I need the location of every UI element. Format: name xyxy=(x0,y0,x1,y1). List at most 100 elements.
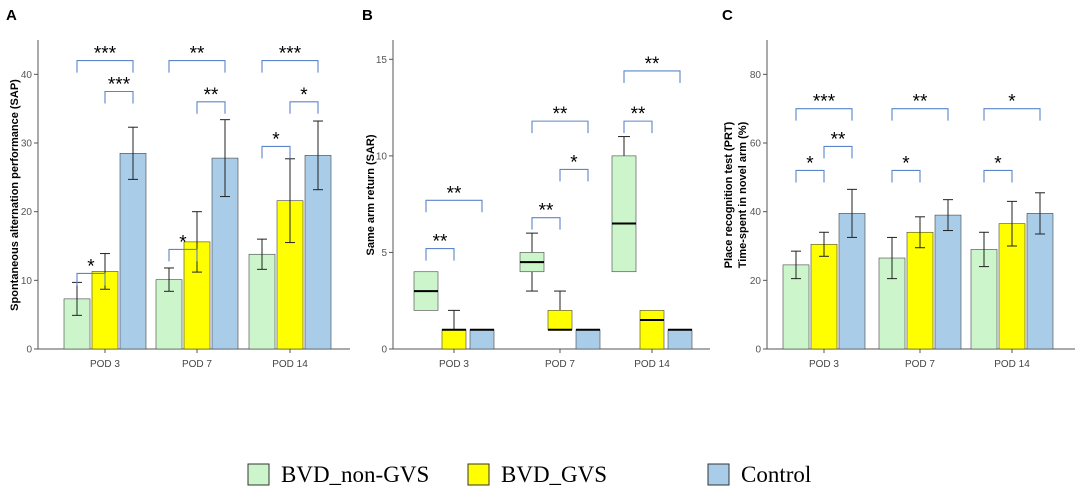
significance-bracket xyxy=(983,169,1013,183)
y-tick-label: 40 xyxy=(21,70,33,81)
significance-label: * xyxy=(300,85,308,106)
bar xyxy=(248,253,276,350)
legend: BVD_non-GVS BVD_GVS Control xyxy=(247,462,811,487)
y-axis-label: Spontaneous alternation performance (SAP… xyxy=(9,79,21,311)
box xyxy=(469,329,495,350)
significance-bracket xyxy=(425,248,455,261)
significance-bracket xyxy=(891,108,949,121)
y-tick-label: 60 xyxy=(750,139,762,150)
bar xyxy=(810,243,838,350)
significance-bracket xyxy=(104,90,134,104)
y-tick-label: 30 xyxy=(21,139,33,150)
significance-bracket xyxy=(983,108,1041,121)
significance-bracket xyxy=(425,199,483,213)
significance-bracket xyxy=(823,145,853,159)
legend-label: BVD_non-GVS xyxy=(281,462,429,487)
significance-label: ** xyxy=(831,129,846,150)
significance-label: * xyxy=(570,152,578,173)
significance-label: * xyxy=(87,256,95,277)
y-tick-label: 10 xyxy=(376,151,388,162)
significance-bracket xyxy=(559,168,589,182)
y-tick-label: 80 xyxy=(750,70,762,81)
y-tick-label: 40 xyxy=(750,207,762,218)
y-tick-label: 0 xyxy=(26,345,32,356)
bar xyxy=(934,214,962,350)
bar xyxy=(119,153,147,350)
significance-bracket xyxy=(168,248,198,262)
y-axis-label: Place recognition test (PRT) xyxy=(723,121,735,268)
box xyxy=(575,329,601,350)
y-tick-label: 15 xyxy=(376,55,388,66)
legend-label: Control xyxy=(741,462,811,487)
significance-bracket xyxy=(168,60,226,73)
x-tick-label: POD 7 xyxy=(545,359,575,370)
x-tick-label: POD 7 xyxy=(905,359,935,370)
significance-bracket xyxy=(891,169,921,183)
y-tick-label: 20 xyxy=(750,276,762,287)
significance-bracket xyxy=(196,101,226,114)
panel-a: A Spontaneous alternation performance (SA… xyxy=(6,7,350,370)
y-tick-label: 0 xyxy=(381,345,387,356)
significance-label: ** xyxy=(433,232,448,253)
significance-bracket xyxy=(623,120,653,134)
significance-label: ** xyxy=(913,92,928,113)
significance-bracket xyxy=(795,169,825,183)
significance-label: ** xyxy=(645,54,660,75)
significance-label: ** xyxy=(553,104,568,125)
y-tick-label: 0 xyxy=(755,345,761,356)
y-axis-label: Time-spent in novel arm (%) xyxy=(737,121,749,268)
x-tick-label: POD 14 xyxy=(272,359,308,370)
legend-item: BVD_non-GVS xyxy=(247,462,429,487)
box xyxy=(639,310,665,350)
box xyxy=(611,155,637,273)
y-tick-label: 20 xyxy=(21,207,33,218)
x-tick-label: POD 14 xyxy=(634,359,670,370)
significance-label: * xyxy=(806,153,814,174)
legend-item: Control xyxy=(707,462,811,487)
significance-bracket xyxy=(531,217,561,230)
box xyxy=(667,329,693,350)
x-tick-label: POD 14 xyxy=(994,359,1030,370)
significance-label: * xyxy=(994,153,1002,174)
significance-bracket xyxy=(261,60,319,73)
significance-label: * xyxy=(179,232,187,253)
legend-label: BVD_GVS xyxy=(501,462,607,487)
significance-label: ** xyxy=(539,201,554,222)
bar xyxy=(1026,213,1054,350)
significance-bracket xyxy=(76,272,106,286)
x-tick-label: POD 7 xyxy=(182,359,212,370)
legend-swatch xyxy=(707,463,730,486)
x-tick-label: POD 3 xyxy=(439,359,469,370)
panel-letter: B xyxy=(362,7,373,24)
significance-label: ** xyxy=(631,104,646,125)
y-axis-label: Same arm return (SAR) xyxy=(365,134,377,255)
significance-label: ** xyxy=(190,44,205,65)
x-tick-label: POD 3 xyxy=(809,359,839,370)
panel-b: B Same arm return (SAR) 0 5 10 15 POD 3 POD 7 PO… xyxy=(362,7,710,370)
significance-bracket xyxy=(261,145,291,159)
legend-item: BVD_GVS xyxy=(467,462,607,487)
significance-bracket xyxy=(531,120,589,134)
significance-label: *** xyxy=(94,44,117,65)
legend-swatch xyxy=(247,463,270,486)
y-tick-label: 5 xyxy=(381,248,387,259)
bar xyxy=(906,231,934,350)
significance-label: * xyxy=(272,129,280,150)
panel-letter: C xyxy=(722,7,733,24)
box xyxy=(441,329,467,350)
significance-bracket xyxy=(795,108,853,121)
legend-swatch xyxy=(467,463,490,486)
significance-bracket xyxy=(289,101,319,114)
panel-letter: A xyxy=(6,7,17,24)
significance-bracket xyxy=(623,70,681,83)
significance-label: ** xyxy=(447,183,462,204)
chart-panels: A Spontaneous alternation performance (SA… xyxy=(6,7,1075,370)
y-tick-label: 10 xyxy=(21,276,33,287)
x-tick-label: POD 3 xyxy=(90,359,120,370)
significance-bracket xyxy=(76,60,134,73)
significance-label: ** xyxy=(204,85,219,106)
bar xyxy=(155,279,183,350)
significance-label: *** xyxy=(108,75,131,96)
significance-label: *** xyxy=(813,92,836,113)
